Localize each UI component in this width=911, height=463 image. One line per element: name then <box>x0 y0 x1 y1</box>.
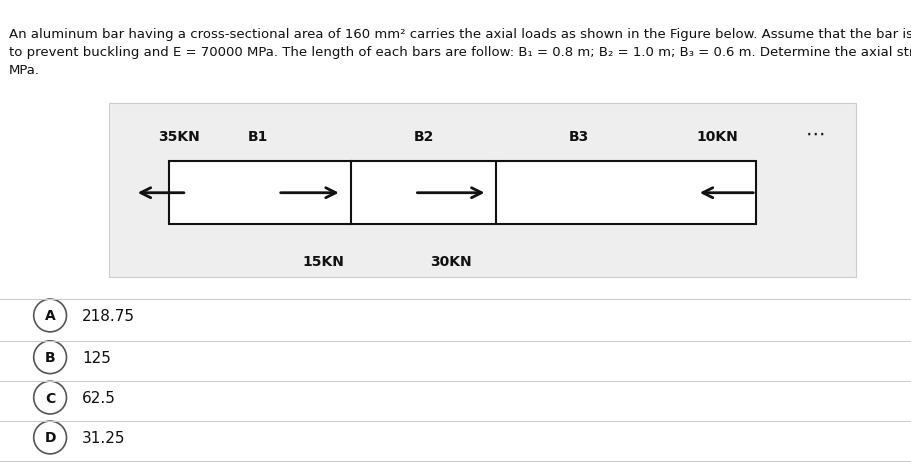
Text: 125: 125 <box>82 350 111 365</box>
Ellipse shape <box>34 421 67 454</box>
Bar <box>109 104 856 278</box>
Ellipse shape <box>34 382 67 414</box>
Text: ⋯: ⋯ <box>805 125 825 144</box>
Text: A: A <box>45 309 56 323</box>
Text: C: C <box>45 391 56 405</box>
Text: 10KN: 10KN <box>696 130 738 144</box>
Text: 62.5: 62.5 <box>82 390 116 405</box>
Text: 31.25: 31.25 <box>82 430 126 445</box>
Text: B: B <box>45 350 56 364</box>
Ellipse shape <box>34 341 67 374</box>
Text: 218.75: 218.75 <box>82 308 135 323</box>
Text: 30KN: 30KN <box>430 255 472 269</box>
Text: B2: B2 <box>414 130 434 144</box>
Text: B1: B1 <box>248 130 268 144</box>
Text: 15KN: 15KN <box>302 255 344 269</box>
Text: 35KN: 35KN <box>159 130 200 144</box>
Text: D: D <box>45 431 56 444</box>
Text: B3: B3 <box>568 130 589 144</box>
Ellipse shape <box>34 300 67 332</box>
Bar <box>169 162 756 225</box>
Text: An aluminum bar having a cross-sectional area of 160 mm² carries the axial loads: An aluminum bar having a cross-sectional… <box>9 28 911 77</box>
